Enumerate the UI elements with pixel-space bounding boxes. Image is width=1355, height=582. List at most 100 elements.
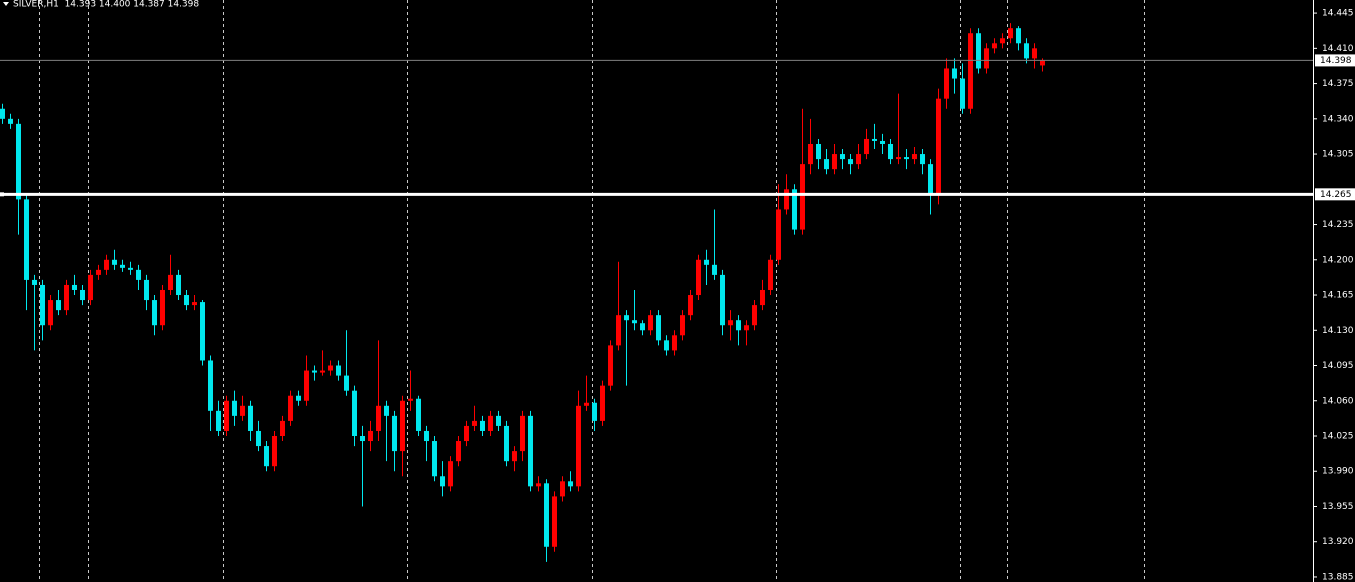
candle-body	[416, 398, 421, 431]
candle-body	[16, 123, 21, 200]
candle-body	[1032, 48, 1037, 59]
candle-body	[744, 325, 749, 331]
y-tick-label: 13.955	[1322, 502, 1354, 512]
candle-body	[200, 302, 205, 361]
candle-body	[672, 335, 677, 351]
candle-body	[976, 33, 981, 69]
candle-body	[696, 259, 701, 296]
candle-body	[248, 405, 253, 431]
candle-body	[240, 405, 245, 416]
candle-body	[792, 189, 797, 230]
candle-body	[1008, 28, 1013, 39]
y-tick-label: 13.920	[1322, 537, 1354, 547]
candle-body	[736, 320, 741, 331]
candle-body	[472, 420, 477, 426]
candle-body	[112, 259, 117, 265]
candle-body	[616, 315, 621, 346]
candle-body	[640, 323, 645, 331]
candle-body	[888, 143, 893, 160]
candle-body	[344, 375, 349, 391]
candles	[0, 23, 1045, 562]
candle-body	[384, 405, 389, 416]
candle-body	[408, 398, 413, 401]
candle-body	[856, 154, 861, 165]
candle-body	[960, 78, 965, 109]
candle-body	[104, 259, 109, 270]
candle-body	[224, 400, 229, 431]
candle-body	[648, 315, 653, 331]
candle-body	[160, 289, 165, 326]
candle-body	[968, 33, 973, 109]
candle-body	[712, 264, 717, 275]
candle-body	[776, 209, 781, 260]
candle-body	[608, 345, 613, 386]
y-tick-label: 14.095	[1322, 361, 1354, 371]
y-tick-label: 14.165	[1322, 291, 1354, 301]
candle-body	[336, 365, 341, 376]
candle-body	[464, 425, 469, 442]
candle-body	[584, 402, 589, 406]
candle-body	[824, 159, 829, 170]
candle-body	[96, 269, 101, 275]
candle-body	[848, 159, 853, 165]
candle-body	[984, 48, 989, 69]
candle-body	[752, 305, 757, 326]
candle-body	[592, 402, 597, 421]
price-line-label: 14.398	[1320, 56, 1352, 66]
candle-body	[64, 284, 69, 311]
candle-body	[296, 395, 301, 401]
candle-body	[800, 164, 805, 230]
candle-body	[536, 483, 541, 487]
candle-body	[304, 370, 309, 401]
horizontal-line-label: 14.265	[1320, 190, 1352, 200]
candle-body	[456, 441, 461, 462]
candle-body	[760, 289, 765, 306]
candle-body	[528, 415, 533, 487]
y-tick-label: 14.200	[1322, 255, 1354, 265]
candle-body	[1024, 43, 1029, 59]
line-handle	[0, 192, 4, 197]
candle-body	[816, 143, 821, 160]
candle-body	[152, 300, 157, 326]
candle-body	[688, 295, 693, 316]
candle-body	[376, 405, 381, 431]
candle-body	[88, 274, 93, 301]
candle-body	[144, 279, 149, 301]
candle-body	[520, 415, 525, 452]
y-tick-label: 14.375	[1322, 79, 1354, 89]
y-tick-label: 14.305	[1322, 150, 1354, 160]
y-tick-label: 14.025	[1322, 431, 1354, 441]
candle-body	[48, 300, 53, 326]
candle-body	[912, 154, 917, 160]
candle-body	[192, 302, 197, 306]
candle-body	[496, 415, 501, 426]
candle-body	[440, 476, 445, 487]
candle-body	[1000, 38, 1005, 44]
candle-body	[448, 461, 453, 487]
candle-body	[872, 138, 877, 141]
candle-body	[664, 340, 669, 351]
candle-body	[56, 300, 61, 311]
y-tick-label: 14.410	[1322, 44, 1354, 54]
y-tick-label: 14.130	[1322, 326, 1354, 336]
candle-body	[952, 68, 957, 79]
candle-body	[880, 140, 885, 144]
candle-body	[720, 274, 725, 326]
candle-body	[992, 43, 997, 49]
candle-body	[368, 430, 373, 442]
candle-body	[272, 435, 277, 467]
candle-body	[632, 320, 637, 324]
candle-body	[184, 295, 189, 306]
candle-body	[904, 157, 909, 160]
y-tick-label: 13.885	[1322, 572, 1354, 582]
candle-body	[560, 481, 565, 497]
menu-arrow	[3, 2, 9, 6]
candle-body	[1016, 28, 1021, 44]
candle-body	[552, 496, 557, 547]
candle-body	[656, 315, 661, 341]
candle-body	[208, 360, 213, 411]
candle-body	[120, 264, 125, 268]
candle-body	[352, 390, 357, 436]
